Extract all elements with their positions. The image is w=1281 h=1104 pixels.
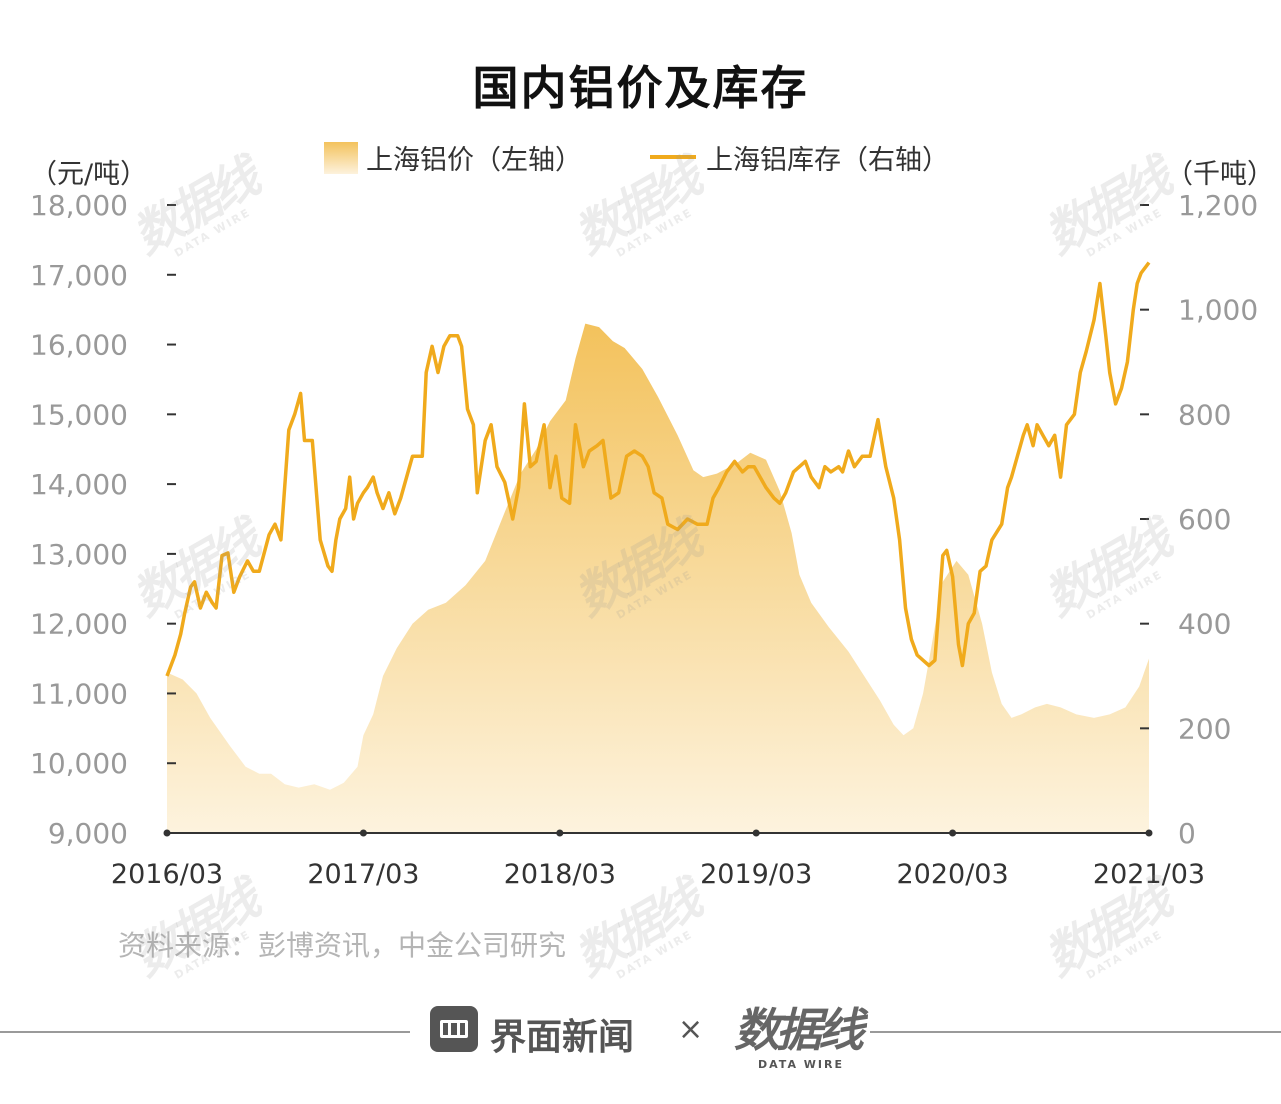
datawire-logo: 数据线	[734, 1003, 864, 1057]
source-note: 资料来源：彭博资讯，中金公司研究	[118, 929, 567, 962]
left-tick-label: 9,000	[48, 817, 128, 850]
right-tick-label: 1,200	[1178, 189, 1258, 222]
left-tick-label: 14,000	[30, 468, 128, 501]
legend-line-swatch	[650, 155, 696, 159]
jiemian-logo-icon	[430, 1006, 478, 1052]
left-tick-label: 17,000	[30, 259, 128, 292]
x-tick-mark	[163, 829, 171, 837]
x-tick-mark	[752, 829, 760, 837]
chart-title: 国内铝价及库存	[472, 61, 809, 115]
right-tick-label: 200	[1178, 712, 1231, 745]
x-tick-label: 2021/03	[1093, 859, 1205, 890]
x-tick-label: 2017/03	[307, 859, 419, 890]
brand-separator: ×	[678, 1012, 704, 1047]
legend-line-label: 上海铝库存（右轴）	[706, 145, 949, 176]
right-tick-label: 800	[1178, 398, 1231, 431]
x-tick-mark	[556, 829, 564, 837]
left-tick-label: 15,000	[30, 398, 128, 431]
series-inventory-line	[165, 261, 1151, 677]
legend: 上海铝价（左轴） 上海铝库存（右轴）	[0, 138, 1281, 178]
right-tick-label: 1,000	[1178, 294, 1258, 327]
left-tick-label: 13,000	[30, 538, 128, 571]
legend-area-swatch	[324, 142, 358, 174]
x-tick-label: 2019/03	[700, 859, 812, 890]
footer-divider-left	[0, 1031, 410, 1033]
right-tick-label: 600	[1178, 503, 1231, 536]
x-tick-mark	[1145, 829, 1153, 837]
left-axis-unit: （元/吨）	[30, 159, 148, 190]
x-tick-label: 2018/03	[504, 859, 616, 890]
left-tick-label: 18,000	[30, 189, 128, 222]
left-tick-label: 10,000	[30, 747, 128, 780]
series-price-area	[167, 323, 1149, 833]
right-tick-label: 0	[1178, 817, 1196, 850]
brand-name: 界面新闻	[490, 1017, 635, 1058]
left-tick-label: 16,000	[30, 329, 128, 362]
left-tick-label: 11,000	[30, 677, 128, 710]
x-tick-mark	[359, 829, 367, 837]
x-tick-label: 2016/03	[111, 859, 223, 890]
legend-area-label: 上海铝价（左轴）	[366, 145, 582, 176]
right-axis-unit: （千吨）	[1166, 159, 1274, 190]
x-tick-mark	[949, 829, 957, 837]
footer-divider-right	[870, 1031, 1281, 1033]
x-tick-label: 2020/03	[897, 859, 1009, 890]
right-tick-label: 400	[1178, 608, 1231, 641]
left-tick-label: 12,000	[30, 608, 128, 641]
datawire-logo-sub: DATA WIRE	[758, 1058, 844, 1071]
